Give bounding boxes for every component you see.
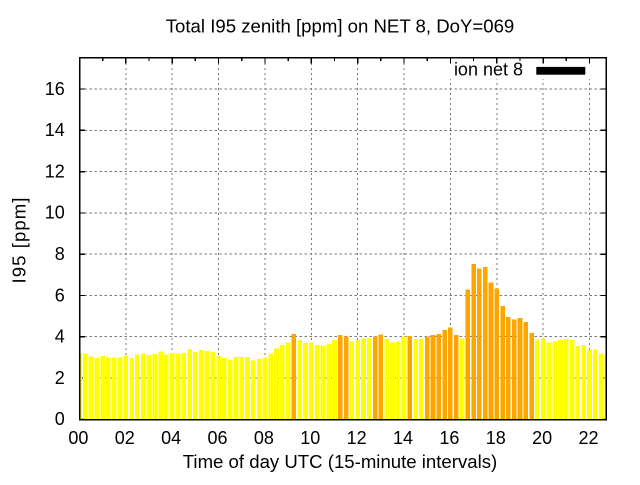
svg-text:08: 08: [254, 428, 274, 448]
svg-text:06: 06: [208, 428, 228, 448]
svg-text:Total I95 zenith [ppm] on NET: Total I95 zenith [ppm] on NET 8, DoY=069: [166, 16, 515, 37]
svg-text:14: 14: [45, 120, 65, 140]
svg-text:14: 14: [393, 428, 413, 448]
svg-text:02: 02: [115, 428, 135, 448]
svg-text:22: 22: [579, 428, 599, 448]
svg-text:6: 6: [55, 285, 65, 305]
svg-text:16: 16: [439, 428, 459, 448]
svg-text:10: 10: [45, 203, 65, 223]
svg-text:12: 12: [45, 161, 65, 181]
svg-text:ion net 8: ion net 8: [454, 60, 523, 80]
svg-text:2: 2: [55, 368, 65, 388]
svg-text:12: 12: [347, 428, 367, 448]
svg-text:20: 20: [532, 428, 552, 448]
svg-text:10: 10: [300, 428, 320, 448]
svg-text:16: 16: [45, 79, 65, 99]
svg-text:00: 00: [68, 428, 88, 448]
svg-text:8: 8: [55, 244, 65, 264]
svg-text:18: 18: [486, 428, 506, 448]
svg-text:0: 0: [55, 409, 65, 429]
svg-text:Time of day UTC (15-minute int: Time of day UTC (15-minute intervals): [183, 451, 497, 472]
svg-text:4: 4: [55, 327, 65, 347]
svg-text:04: 04: [161, 428, 181, 448]
svg-text:I95 [ppm]: I95 [ppm]: [9, 197, 30, 284]
